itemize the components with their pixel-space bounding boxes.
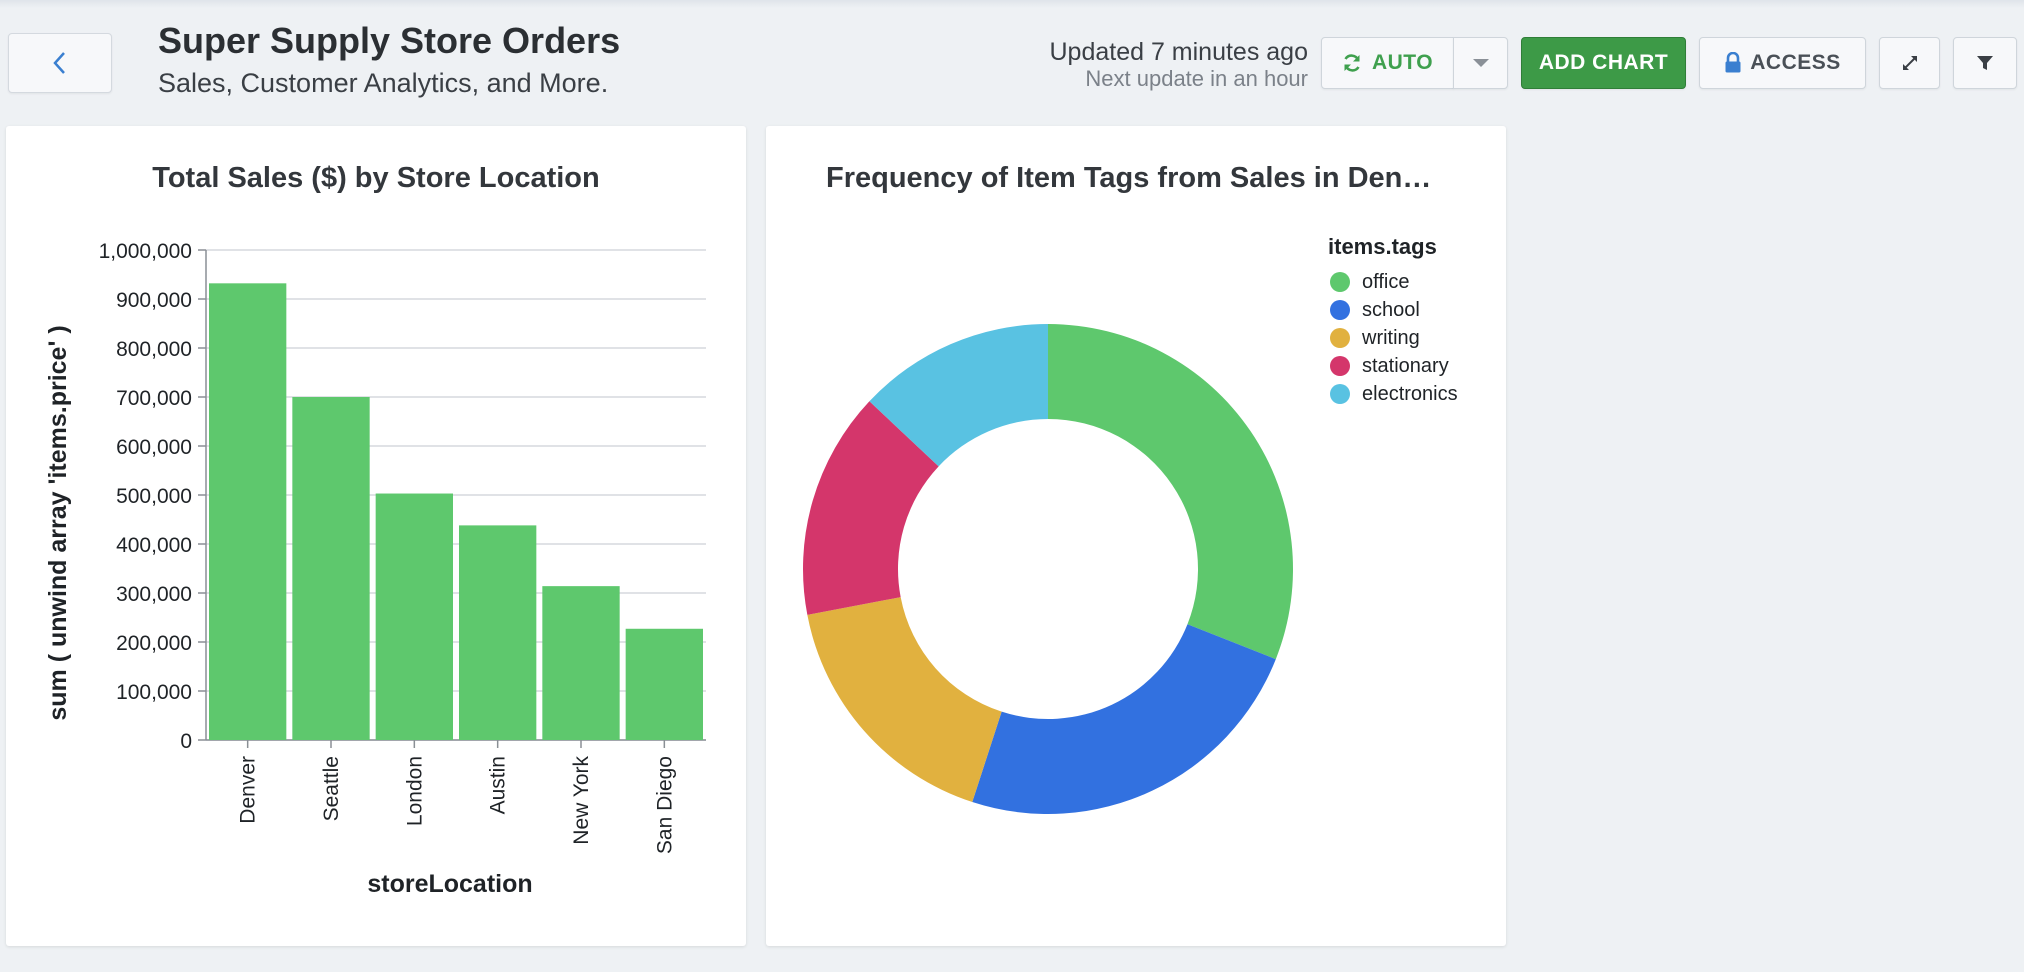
lock-icon <box>1725 52 1741 73</box>
legend-label: office <box>1362 270 1410 293</box>
y-tick-label: 900,000 <box>116 289 192 312</box>
legend-label: stationary <box>1362 354 1449 377</box>
donut-chart <box>803 324 1293 814</box>
legend-dot <box>1330 384 1350 404</box>
auto-refresh-button[interactable]: AUTO <box>1321 37 1454 89</box>
bar-new-york[interactable] <box>542 586 620 740</box>
x-tick-label: New York <box>570 756 593 845</box>
legend-title: items.tags <box>1328 234 1437 259</box>
refresh-options-dropdown[interactable] <box>1453 37 1508 89</box>
bar-denver[interactable] <box>209 283 287 740</box>
caret-down-icon <box>1472 59 1489 67</box>
y-tick-label: 700,000 <box>116 387 192 410</box>
filter-icon <box>1977 56 1993 70</box>
slice-electronics[interactable] <box>869 324 1048 467</box>
add-chart-button[interactable]: ADD CHART <box>1521 37 1686 89</box>
legend-item-office[interactable]: office <box>1330 268 1409 296</box>
legend-label: writing <box>1362 326 1420 349</box>
bar-chart-title: Total Sales ($) by Store Location <box>152 162 600 194</box>
legend-label: school <box>1362 298 1420 321</box>
x-tick-label: London <box>403 756 426 826</box>
slice-stationary[interactable] <box>803 401 939 615</box>
x-tick-label: Austin <box>487 756 510 814</box>
y-tick-label: 600,000 <box>116 436 192 459</box>
legend-item-electronics[interactable]: electronics <box>1330 380 1458 408</box>
back-chevron-icon <box>53 52 65 74</box>
legend-label: electronics <box>1362 382 1458 405</box>
x-axis-label: storeLocation <box>367 870 532 898</box>
x-tick-label: Denver <box>237 756 260 824</box>
bar-london[interactable] <box>375 493 453 740</box>
slice-office[interactable] <box>1048 324 1293 660</box>
access-button[interactable]: ACCESS <box>1699 37 1866 89</box>
y-tick-label: 200,000 <box>116 632 192 655</box>
y-tick-label: 100,000 <box>116 681 192 704</box>
y-tick-label: 300,000 <box>116 583 192 606</box>
back-button[interactable] <box>8 33 112 93</box>
bar-san-diego[interactable] <box>625 628 703 740</box>
top-shadow <box>0 0 2024 8</box>
legend-item-writing[interactable]: writing <box>1330 324 1420 352</box>
last-updated-text: Updated 7 minutes ago <box>1049 38 1308 66</box>
legend-dot <box>1330 328 1350 348</box>
legend-item-stationary[interactable]: stationary <box>1330 352 1449 380</box>
sales-by-location-card[interactable]: Total Sales ($) by Store Location 0 100,0… <box>6 126 746 946</box>
fullscreen-button[interactable] <box>1879 37 1940 89</box>
y-tick-label: 1,000,000 <box>99 240 192 263</box>
y-tick-label: 500,000 <box>116 485 192 508</box>
y-axis-label: sum ( unwind array 'items.price' ) <box>44 325 72 720</box>
dashboard-title: Super Supply Store Orders <box>158 20 621 61</box>
next-update-text: Next update in an hour <box>1085 66 1308 91</box>
x-tick-label: Seattle <box>320 756 343 821</box>
legend-dot <box>1330 356 1350 376</box>
bar-seattle[interactable] <box>292 397 370 740</box>
y-tick-label: 800,000 <box>116 338 192 361</box>
x-tick-label: San Diego <box>653 756 676 854</box>
dashboard-subtitle: Sales, Customer Analytics, and More. <box>158 68 609 98</box>
slice-school[interactable] <box>972 624 1276 814</box>
auto-label: AUTO <box>1371 51 1434 74</box>
y-tick-label: 0 <box>180 730 192 753</box>
bar-austin[interactable] <box>459 525 537 740</box>
legend-dot <box>1330 272 1350 292</box>
legend-dot <box>1330 300 1350 320</box>
slice-writing[interactable] <box>807 597 1002 803</box>
expand-icon <box>1902 56 1917 70</box>
access-label: ACCESS <box>1750 51 1841 74</box>
y-tick-label: 400,000 <box>116 534 192 557</box>
bar-chart: 0 100,000 200,000 300,000 400,000 500,000 600,… <box>44 240 706 898</box>
refresh-icon <box>1344 54 1360 72</box>
filter-button[interactable] <box>1953 37 2017 89</box>
item-tags-card[interactable]: Frequency of Item Tags from Sales in Den… <box>766 126 1506 946</box>
legend-item-school[interactable]: school <box>1330 296 1420 324</box>
